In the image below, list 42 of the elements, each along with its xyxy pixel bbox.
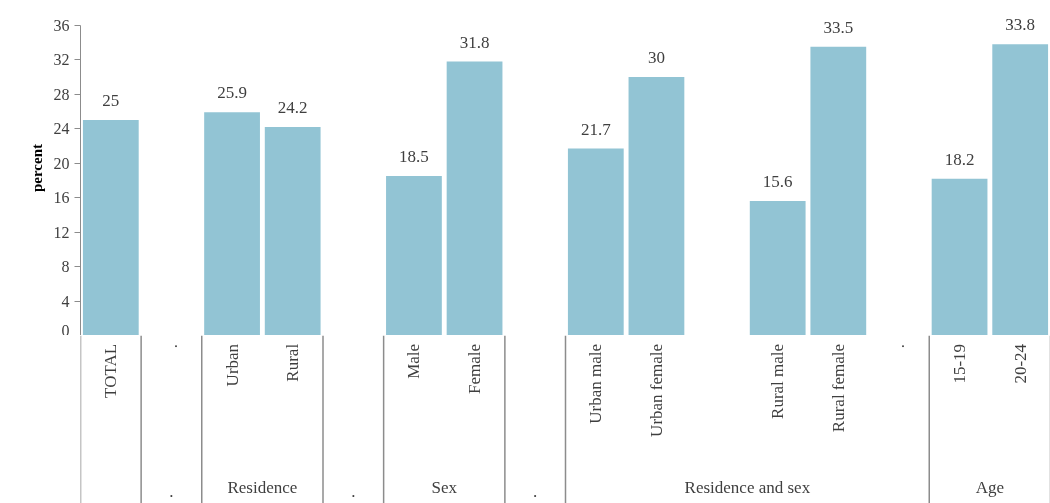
- x-tick-label: Rural male: [768, 343, 788, 419]
- y-axis-title: percent: [28, 143, 45, 193]
- data-label: 33.5: [823, 17, 854, 37]
- y-tick-label: 8: [61, 258, 70, 276]
- y-tick-label: 28: [53, 85, 70, 103]
- y-tick-label: 20: [53, 154, 70, 172]
- data-label: 33.8: [1005, 15, 1036, 35]
- x-tick-label: 20-24: [1010, 343, 1030, 384]
- text: Age: [975, 477, 1005, 497]
- y-tick-label: 4: [61, 292, 70, 310]
- y-tick-label: 32: [53, 51, 70, 69]
- x-tick-label: .: [889, 343, 909, 349]
- data-label: 30: [647, 48, 665, 68]
- x-tick-label: 15-19: [950, 343, 970, 384]
- x-tick-label: Urban male: [586, 343, 606, 424]
- x-tick-label: Urban: [222, 343, 242, 387]
- x-tick-label: .: [161, 343, 181, 349]
- x-tick-label: Rural female: [828, 343, 848, 433]
- x-tick-label: TOTAL: [101, 343, 121, 398]
- text: Residence: [227, 477, 298, 497]
- x-tick-label: Male: [404, 343, 424, 379]
- x-tick-label: Urban female: [646, 343, 666, 437]
- y-tick-label: 16: [53, 189, 70, 207]
- text: Sex: [431, 477, 458, 497]
- data-label: 24.2: [277, 97, 308, 117]
- y-tick-label: 36: [53, 16, 70, 34]
- y-tick-label: 24: [53, 120, 70, 138]
- data-label: 18.2: [944, 149, 975, 169]
- text: .: [351, 481, 356, 501]
- text: Residence and sex: [684, 477, 811, 497]
- data-label: 31.8: [459, 32, 490, 52]
- x-tick-label: Female: [465, 343, 485, 394]
- y-tick-label: 0: [61, 321, 70, 339]
- data-label: 18.5: [399, 147, 429, 167]
- x-tick-label: Rural: [283, 343, 303, 382]
- y-tick-label: 12: [53, 223, 70, 241]
- data-label: 25.9: [217, 83, 247, 103]
- data-label: 25: [102, 91, 120, 111]
- data-label: 15.6: [762, 172, 793, 192]
- text: .: [533, 481, 538, 501]
- data-label: 21.7: [580, 119, 612, 139]
- text: .: [169, 481, 174, 501]
